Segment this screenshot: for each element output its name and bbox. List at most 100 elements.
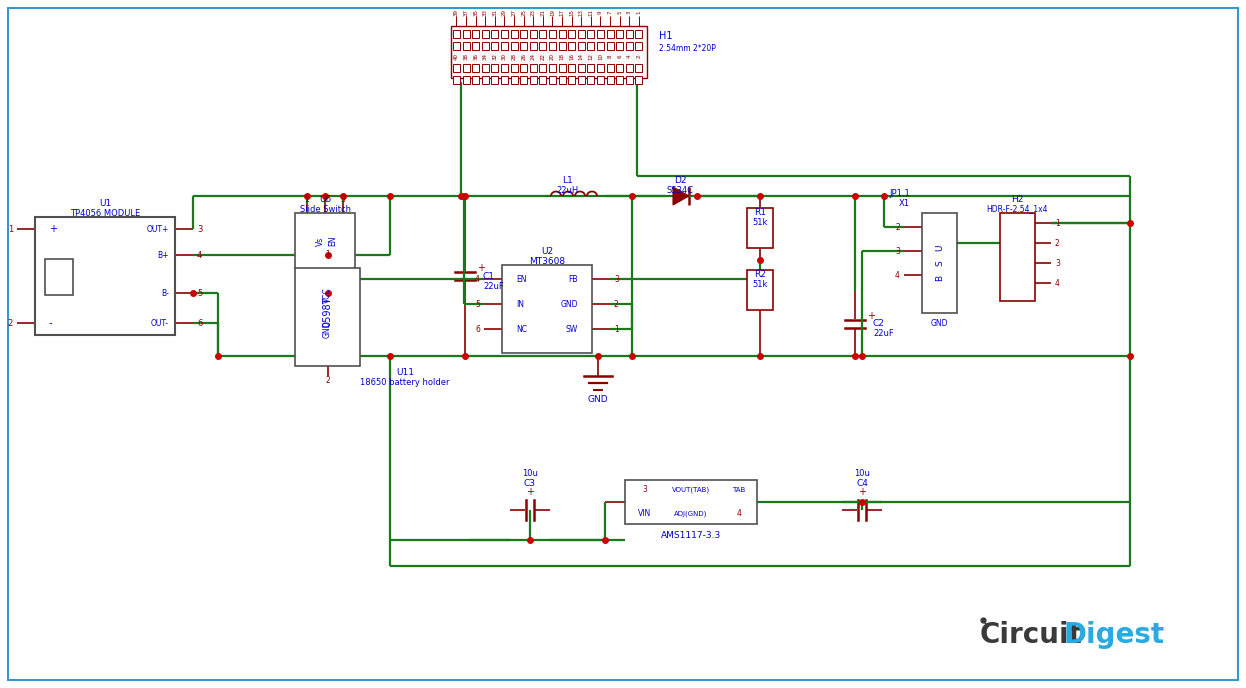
- Text: 35: 35: [473, 8, 478, 16]
- Bar: [451, 26, 647, 78]
- Bar: [597, 30, 604, 38]
- Text: 28: 28: [512, 52, 517, 59]
- Text: 17: 17: [559, 8, 564, 16]
- Text: 13: 13: [579, 8, 584, 16]
- Bar: [501, 30, 508, 38]
- Text: SS34C: SS34C: [667, 186, 694, 195]
- Bar: [530, 76, 537, 84]
- Bar: [540, 30, 547, 38]
- Text: 3: 3: [614, 275, 619, 283]
- Bar: [597, 42, 604, 50]
- Text: U6: U6: [319, 195, 331, 204]
- Text: 40: 40: [454, 52, 459, 59]
- Bar: [462, 30, 470, 38]
- Text: 4: 4: [736, 510, 741, 519]
- Text: GND: GND: [561, 299, 578, 308]
- Text: 18: 18: [559, 52, 564, 59]
- Bar: [511, 42, 517, 50]
- Bar: [568, 30, 576, 38]
- Text: 26: 26: [521, 52, 526, 59]
- Text: 51k: 51k: [753, 279, 768, 288]
- Bar: [625, 64, 633, 72]
- Text: OUT-: OUT-: [151, 319, 169, 327]
- Bar: [520, 30, 527, 38]
- Bar: [568, 64, 576, 72]
- Bar: [482, 42, 488, 50]
- Text: 18650 battery holder: 18650 battery holder: [360, 378, 450, 387]
- Bar: [482, 76, 488, 84]
- Bar: [587, 64, 594, 72]
- Text: GND: GND: [323, 320, 331, 338]
- Text: 0598T: 0598T: [323, 297, 333, 327]
- Bar: [35, 217, 174, 335]
- Text: 14: 14: [579, 52, 584, 59]
- Text: 22uF: 22uF: [483, 281, 503, 290]
- Bar: [625, 76, 633, 84]
- Text: 7: 7: [608, 10, 613, 14]
- Text: 2: 2: [637, 54, 642, 58]
- Bar: [568, 42, 576, 50]
- Polygon shape: [673, 187, 689, 205]
- Text: AMS1117-3.3: AMS1117-3.3: [660, 532, 721, 541]
- Text: 30: 30: [502, 52, 507, 59]
- Bar: [587, 42, 594, 50]
- Bar: [607, 64, 613, 72]
- Text: C1: C1: [483, 272, 495, 281]
- Text: 2: 2: [1055, 239, 1060, 248]
- Bar: [635, 76, 643, 84]
- Text: 25: 25: [521, 8, 526, 16]
- Text: Slide Switch: Slide Switch: [299, 204, 350, 213]
- Text: D2: D2: [674, 175, 687, 184]
- Text: 51k: 51k: [753, 217, 768, 226]
- Text: 1: 1: [637, 10, 642, 14]
- Bar: [520, 64, 527, 72]
- Bar: [549, 64, 556, 72]
- Text: 4: 4: [197, 250, 202, 259]
- Text: C4: C4: [856, 480, 868, 488]
- Text: S: S: [934, 260, 944, 266]
- Text: 1: 1: [614, 325, 619, 334]
- Text: 23: 23: [531, 8, 536, 16]
- Bar: [530, 30, 537, 38]
- Text: TAB: TAB: [733, 487, 745, 493]
- Text: 38: 38: [464, 52, 468, 59]
- Text: 2: 2: [614, 299, 619, 308]
- Bar: [578, 30, 584, 38]
- Bar: [511, 76, 517, 84]
- Text: 34: 34: [482, 52, 487, 59]
- Text: 1: 1: [304, 195, 309, 204]
- Text: 6: 6: [617, 54, 622, 58]
- Text: U: U: [934, 245, 944, 251]
- Bar: [511, 30, 517, 38]
- Text: 9: 9: [598, 10, 603, 14]
- Text: 6: 6: [197, 319, 202, 327]
- Text: FB: FB: [568, 275, 578, 283]
- Bar: [472, 64, 480, 72]
- Text: 22: 22: [541, 52, 546, 59]
- Text: +: +: [526, 487, 535, 497]
- Text: H2: H2: [1012, 195, 1024, 204]
- Bar: [617, 42, 623, 50]
- Text: 24: 24: [531, 52, 536, 59]
- Text: U11: U11: [396, 367, 414, 376]
- Text: TP4056 MODULE: TP4056 MODULE: [70, 208, 140, 217]
- Text: VOUT(TAB): VOUT(TAB): [672, 486, 710, 493]
- Text: B+: B+: [157, 250, 169, 259]
- Text: 5: 5: [617, 10, 622, 14]
- Bar: [462, 76, 470, 84]
- Bar: [617, 30, 623, 38]
- Bar: [295, 213, 355, 269]
- Text: 6: 6: [475, 325, 480, 334]
- Text: 2: 2: [895, 222, 900, 231]
- Bar: [501, 64, 508, 72]
- Bar: [491, 64, 498, 72]
- Bar: [558, 30, 566, 38]
- Text: 4: 4: [475, 275, 480, 283]
- Text: +: +: [49, 224, 57, 234]
- Bar: [491, 42, 498, 50]
- Text: 3: 3: [895, 246, 900, 255]
- Text: +: +: [477, 263, 485, 273]
- Text: 3: 3: [1055, 259, 1060, 268]
- Bar: [617, 76, 623, 84]
- Text: U2: U2: [541, 246, 553, 255]
